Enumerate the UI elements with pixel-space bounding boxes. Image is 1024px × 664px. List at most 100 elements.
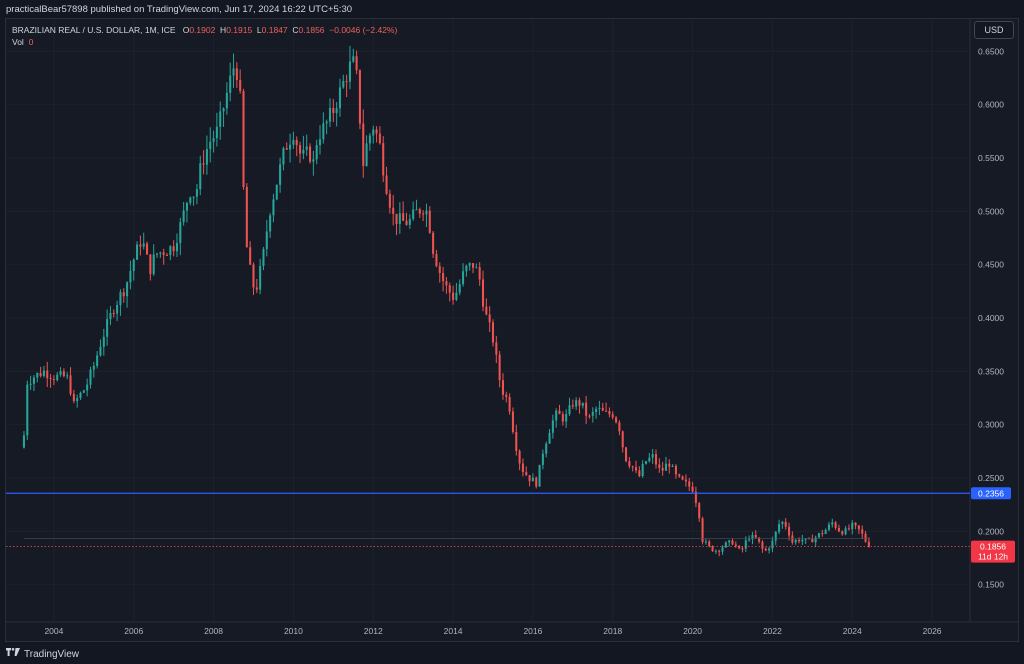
candle-body: [857, 525, 860, 530]
candle-body: [408, 218, 411, 225]
candle-body: [481, 279, 485, 307]
candle-body: [265, 231, 268, 250]
candle-body: [611, 414, 614, 418]
candle-body: [165, 254, 169, 256]
brand-name: TradingView: [24, 648, 80, 660]
horizontal-lines: [6, 492, 970, 548]
candle-body: [575, 400, 578, 407]
candle-body: [538, 464, 541, 487]
candle-body: [651, 454, 654, 458]
candle-body: [794, 539, 797, 543]
candle-body: [638, 470, 641, 477]
candle-body: [122, 292, 125, 297]
candle-body: [821, 533, 824, 535]
candle-body: [335, 108, 338, 114]
candle-body: [355, 56, 358, 71]
candle-body: [295, 139, 298, 146]
candle-body: [668, 463, 671, 467]
candle-body: [435, 253, 438, 267]
candle-body: [641, 463, 644, 477]
candle-body: [664, 463, 667, 471]
price-axis[interactable]: 0.6500 0.6000 0.5500 0.5000 0.4500 0.4000 0.35…: [971, 46, 1015, 590]
candle-body: [315, 145, 318, 160]
candle-body: [478, 267, 481, 280]
time-axis[interactable]: 2004 2006 2008 2010 2012 2014 2016 2018 2020 2022…: [44, 626, 941, 636]
candle-body: [518, 450, 521, 464]
candle-body: [551, 420, 554, 433]
candle-body: [76, 398, 79, 402]
candle-body: [232, 68, 235, 76]
candle-body: [801, 539, 804, 542]
candle-body: [648, 457, 651, 462]
candle-body: [714, 550, 717, 552]
candle-body: [495, 342, 498, 355]
candle-body: [505, 394, 508, 397]
volume-legend: Vol 0: [12, 37, 33, 47]
candle-body: [591, 411, 594, 416]
candle-body: [32, 377, 35, 384]
candle-body: [282, 148, 285, 165]
candle-body: [215, 126, 218, 139]
candle-body: [465, 265, 468, 272]
candle-body: [581, 402, 584, 406]
currency-button[interactable]: USD: [974, 21, 1014, 39]
candle-body: [511, 411, 514, 433]
candle-body: [39, 373, 42, 376]
candle-body: [342, 81, 345, 88]
candle-body: [788, 526, 791, 536]
candle-body: [179, 222, 182, 244]
last-price-label: 0.1856: [980, 542, 1006, 552]
candle-body: [239, 80, 242, 92]
candle-body: [688, 481, 691, 487]
candle-body: [185, 202, 188, 211]
candle-body: [571, 405, 574, 407]
x-tick-label: 2018: [603, 626, 622, 636]
low-key: L: [256, 25, 262, 35]
candle-body: [199, 163, 202, 190]
candle-body: [205, 149, 208, 165]
candle-body: [418, 209, 421, 214]
candle-body: [139, 244, 142, 247]
last-price-badge: [971, 540, 1015, 563]
candle-body: [219, 111, 222, 127]
candle-body: [498, 354, 501, 381]
tradingview-logo-icon: [6, 648, 20, 660]
candle-body: [189, 197, 192, 203]
candle-body: [415, 209, 418, 211]
candle-body: [588, 415, 591, 417]
candle-body: [758, 537, 761, 542]
candle-body: [711, 545, 714, 552]
candle-body: [59, 371, 62, 375]
candle-body: [22, 435, 25, 448]
y-tick-label: 0.6000: [978, 100, 1004, 110]
candle-body: [368, 135, 371, 144]
candle-body: [66, 375, 69, 377]
candle-body: [352, 56, 355, 62]
x-tick-label: 2016: [523, 626, 542, 636]
candle-body: [338, 87, 342, 109]
candle-body: [252, 264, 255, 288]
x-tick-label: 2026: [923, 626, 942, 636]
candle-body: [601, 407, 604, 411]
candle-body: [62, 371, 65, 377]
candle-body: [96, 355, 99, 366]
candle-body: [558, 410, 561, 415]
candle-body: [741, 548, 744, 550]
candle-body: [229, 75, 232, 93]
candle-body: [155, 253, 159, 255]
candle-body: [771, 540, 774, 549]
publisher-info: practicalBear57898 published on TradingV…: [6, 4, 353, 15]
candle-body: [864, 533, 867, 542]
tradingview-brand[interactable]: TradingView: [6, 648, 79, 660]
candle-body: [654, 454, 658, 465]
candle-body: [445, 281, 448, 286]
candle-body: [405, 220, 408, 225]
candle-body: [545, 443, 548, 454]
candle-body: [235, 68, 238, 81]
candle-body: [275, 184, 278, 200]
candle-body: [56, 374, 59, 381]
candle-body: [202, 163, 205, 165]
candle-body: [146, 243, 149, 255]
chart-panel[interactable]: [5, 18, 1019, 642]
